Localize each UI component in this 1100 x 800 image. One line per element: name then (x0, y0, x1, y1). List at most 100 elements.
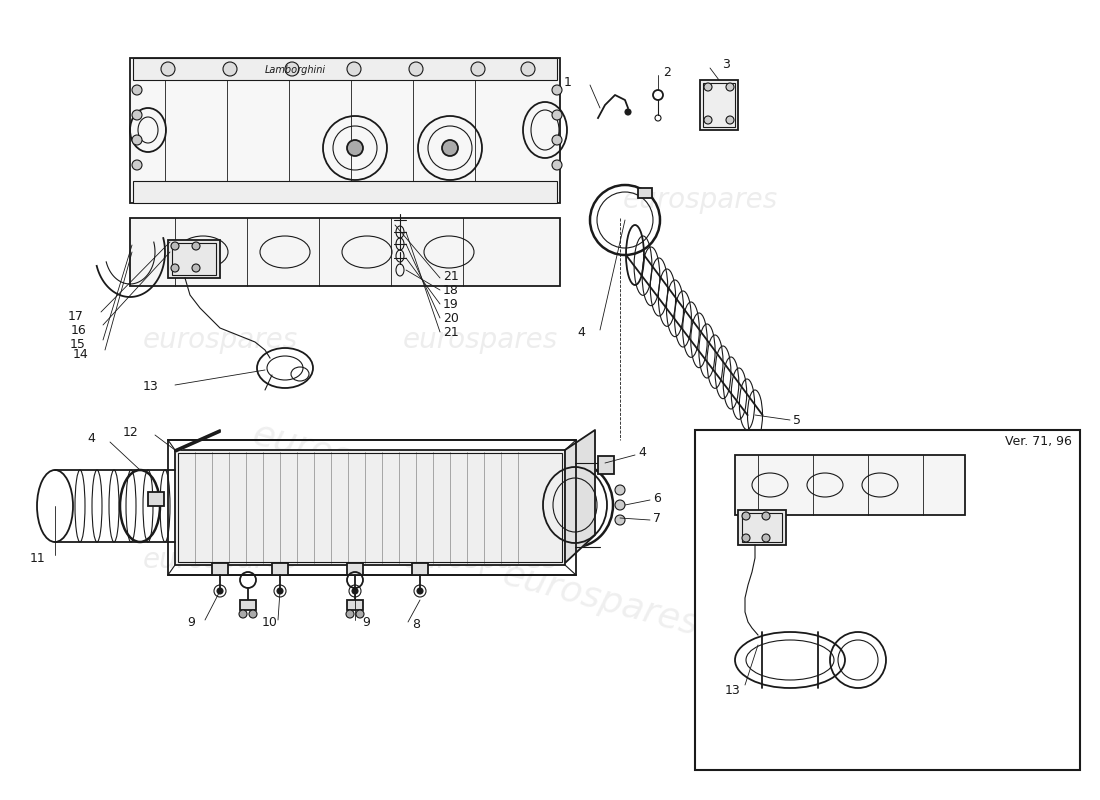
Ellipse shape (346, 62, 361, 76)
Ellipse shape (615, 515, 625, 525)
Bar (738, 510, 786, 545)
Text: 15: 15 (70, 338, 86, 351)
Polygon shape (175, 430, 220, 452)
Ellipse shape (742, 512, 750, 520)
Ellipse shape (442, 140, 458, 156)
Ellipse shape (132, 110, 142, 120)
Ellipse shape (223, 62, 236, 76)
Text: 20: 20 (443, 311, 459, 325)
Ellipse shape (239, 610, 248, 618)
Ellipse shape (552, 110, 562, 120)
Text: 10: 10 (262, 617, 278, 630)
Bar (240, 600, 256, 610)
Bar (735, 455, 965, 515)
Text: 18: 18 (443, 283, 459, 297)
Ellipse shape (192, 264, 200, 272)
Text: eurospares: eurospares (142, 326, 298, 354)
Text: 17: 17 (68, 310, 84, 323)
Text: 16: 16 (70, 323, 86, 337)
Text: 6: 6 (653, 491, 661, 505)
Ellipse shape (552, 135, 562, 145)
Text: Lamborghini: Lamborghini (264, 65, 326, 75)
Bar (212, 563, 228, 575)
Bar (638, 188, 652, 198)
Bar (178, 453, 562, 562)
Text: 19: 19 (443, 298, 459, 310)
Text: 21: 21 (443, 270, 459, 282)
Ellipse shape (726, 116, 734, 124)
Ellipse shape (192, 242, 200, 250)
Bar (346, 563, 363, 575)
Ellipse shape (249, 610, 257, 618)
Bar (695, 430, 1080, 770)
Text: 11: 11 (30, 551, 45, 565)
Bar (598, 456, 614, 474)
Bar (133, 58, 557, 80)
Ellipse shape (742, 534, 750, 542)
Text: 21: 21 (443, 326, 459, 338)
Ellipse shape (615, 485, 625, 495)
Ellipse shape (704, 116, 712, 124)
Text: eurospares: eurospares (498, 558, 702, 642)
Text: eurospares: eurospares (142, 546, 298, 574)
Text: eurospares: eurospares (403, 546, 558, 574)
Bar (130, 58, 560, 203)
Ellipse shape (352, 588, 358, 594)
Ellipse shape (346, 610, 354, 618)
Text: 9: 9 (362, 617, 370, 630)
Ellipse shape (615, 500, 625, 510)
Text: 4: 4 (638, 446, 646, 459)
Bar (703, 83, 735, 127)
Bar (133, 181, 557, 203)
Ellipse shape (170, 264, 179, 272)
Text: eurospares: eurospares (403, 326, 558, 354)
Bar (168, 440, 576, 575)
Text: eurospares: eurospares (248, 418, 452, 502)
Text: 4: 4 (578, 326, 585, 339)
Text: 14: 14 (73, 349, 88, 362)
Bar (130, 218, 560, 286)
Text: 2: 2 (663, 66, 671, 79)
Text: 13: 13 (142, 381, 158, 394)
Text: Ver. 71, 96: Ver. 71, 96 (1005, 435, 1072, 449)
Text: 7: 7 (653, 511, 661, 525)
Ellipse shape (277, 588, 283, 594)
Bar (346, 600, 363, 610)
Ellipse shape (552, 160, 562, 170)
Ellipse shape (409, 62, 424, 76)
Bar (168, 240, 220, 278)
Text: 13: 13 (724, 683, 740, 697)
Ellipse shape (471, 62, 485, 76)
Text: 12: 12 (122, 426, 138, 438)
Ellipse shape (356, 610, 364, 618)
Ellipse shape (704, 83, 712, 91)
Bar (272, 563, 288, 575)
Text: 1: 1 (564, 77, 572, 90)
Ellipse shape (762, 512, 770, 520)
Text: 4: 4 (87, 431, 95, 445)
Bar (700, 80, 738, 130)
Ellipse shape (726, 83, 734, 91)
Bar (742, 513, 782, 542)
Text: 3: 3 (722, 58, 730, 71)
Bar (175, 450, 565, 565)
Ellipse shape (552, 85, 562, 95)
Ellipse shape (285, 62, 299, 76)
Bar (148, 492, 164, 506)
Ellipse shape (132, 160, 142, 170)
Ellipse shape (417, 588, 424, 594)
Text: 5: 5 (793, 414, 801, 426)
Ellipse shape (762, 534, 770, 542)
Ellipse shape (521, 62, 535, 76)
Ellipse shape (217, 588, 223, 594)
Text: 9: 9 (187, 617, 195, 630)
Ellipse shape (625, 109, 631, 115)
Ellipse shape (132, 135, 142, 145)
Ellipse shape (132, 85, 142, 95)
Bar (172, 243, 216, 275)
Ellipse shape (161, 62, 175, 76)
Text: eurospares: eurospares (623, 186, 778, 214)
Bar (412, 563, 428, 575)
Ellipse shape (170, 242, 179, 250)
Polygon shape (565, 430, 595, 563)
